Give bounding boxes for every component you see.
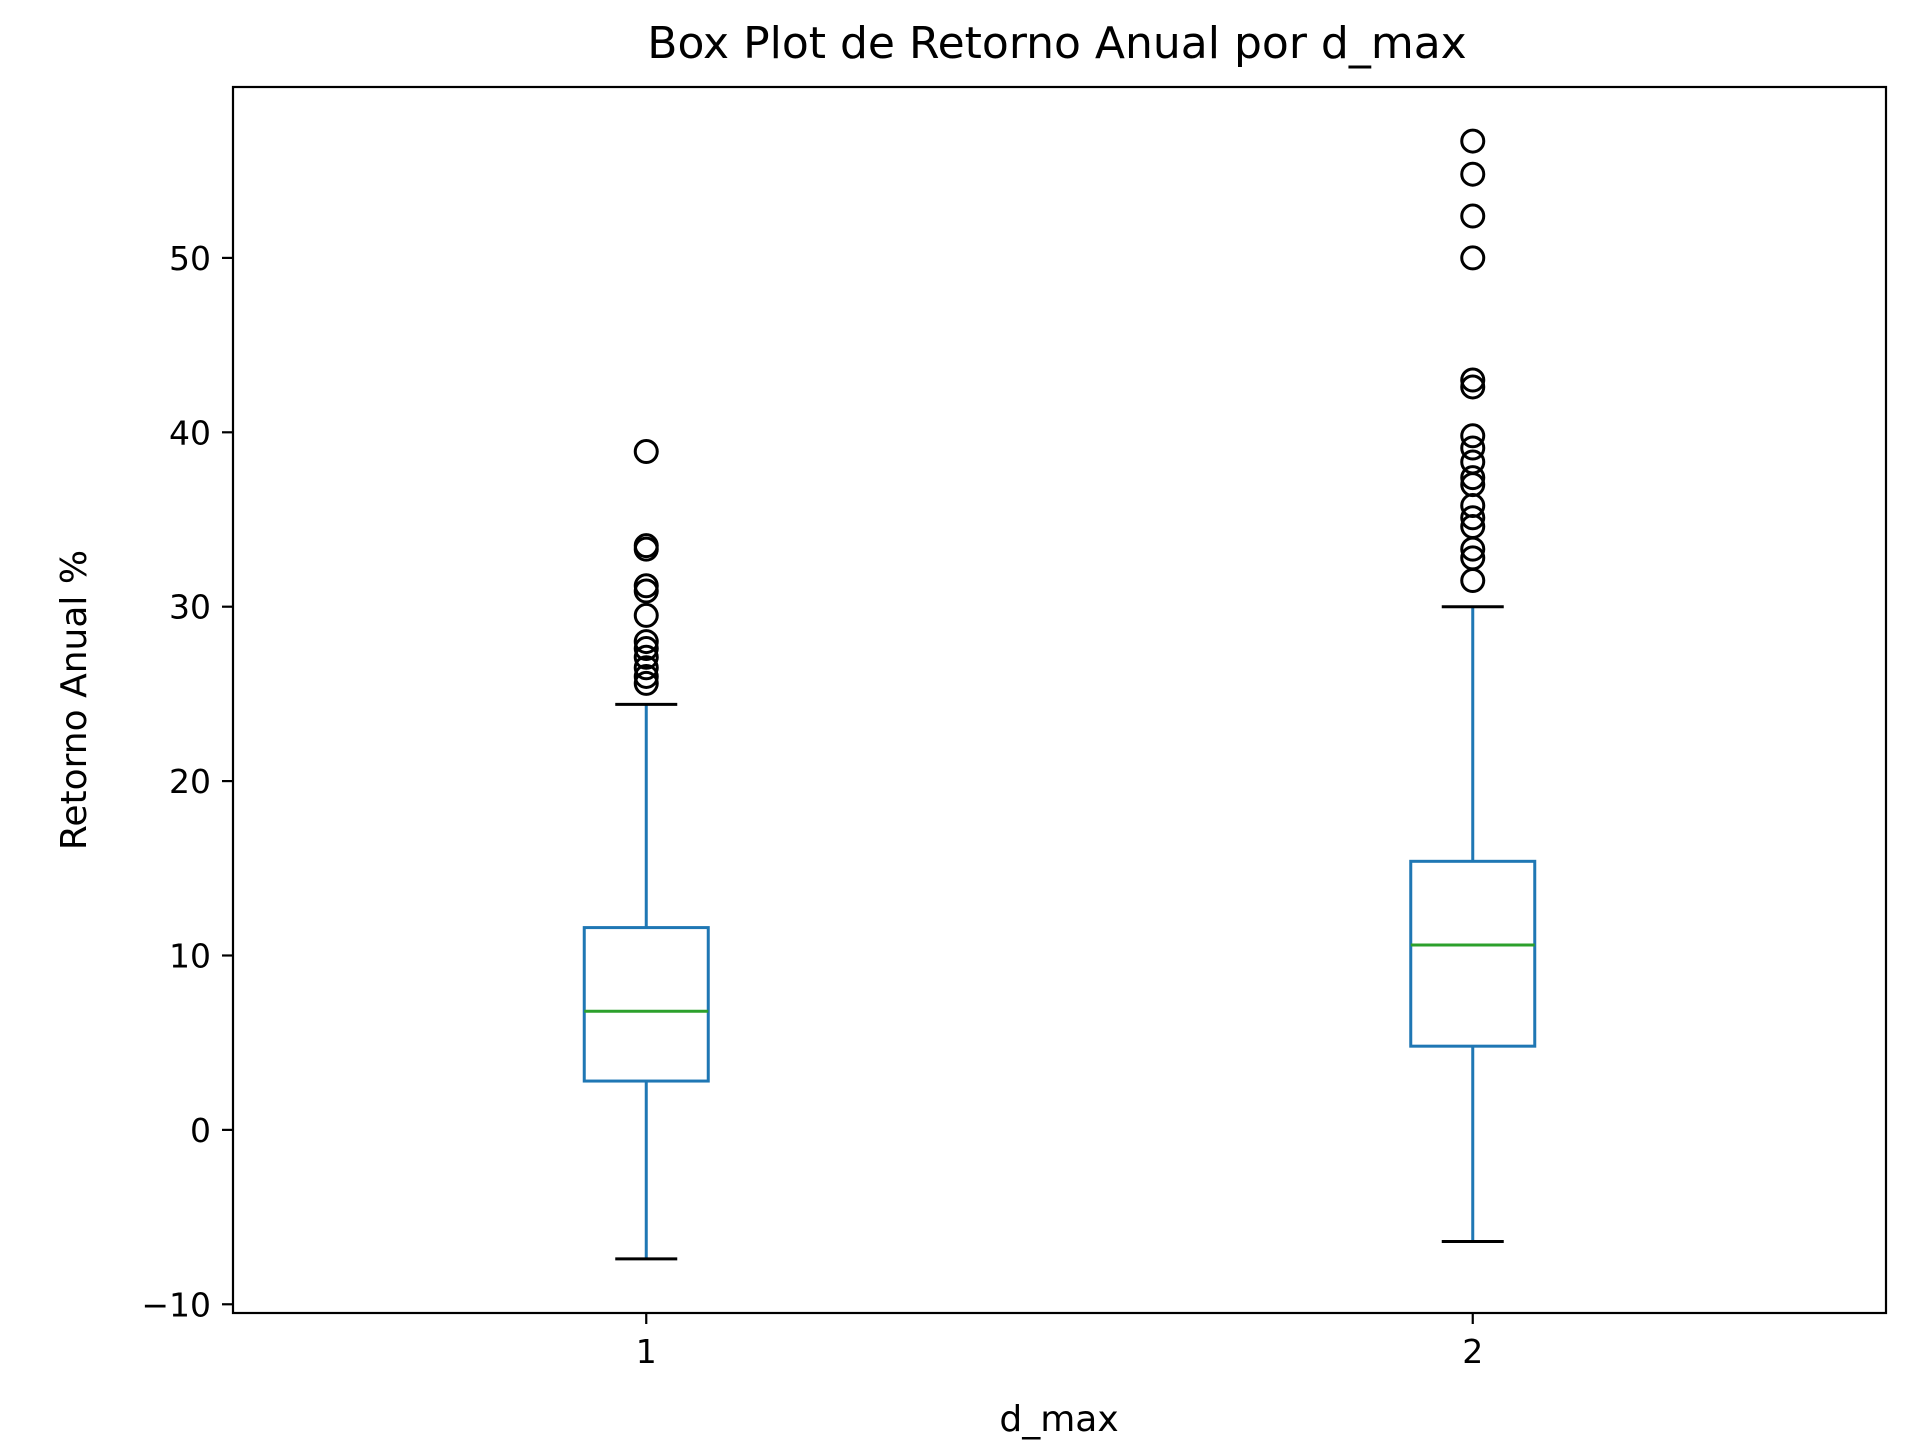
- y-tick-label: −10: [141, 1285, 211, 1324]
- outlier-point: [1460, 449, 1486, 475]
- y-tick-label: 0: [190, 1111, 211, 1150]
- outlier-point: [1460, 203, 1486, 229]
- y-tick-label: 30: [169, 588, 211, 627]
- outlier-point: [1460, 505, 1486, 531]
- outlier-point: [1460, 545, 1486, 571]
- plot-area: [582, 128, 1537, 1261]
- outlier-point: [1460, 465, 1486, 491]
- outlier-point: [633, 602, 659, 628]
- chart-title: Box Plot de Retorno Anual por d_max: [647, 18, 1466, 69]
- outlier-point: [633, 644, 659, 670]
- outlier-point: [633, 629, 659, 655]
- y-tick-label: 20: [169, 762, 211, 801]
- outlier-point: [1460, 245, 1486, 271]
- x-tick-label: 2: [1462, 1332, 1483, 1371]
- y-tick-label: 10: [169, 936, 211, 975]
- x-axis-label: d_max: [999, 1399, 1118, 1440]
- outlier-point: [633, 655, 659, 681]
- outlier-point: [633, 670, 659, 696]
- outlier-point: [1460, 128, 1486, 154]
- outlier-point: [633, 663, 659, 689]
- y-tick-label: 40: [169, 413, 211, 452]
- y-tick-label: 50: [169, 239, 211, 278]
- outlier-point: [633, 636, 659, 662]
- y-axis: −10 0 10 20 30 40 50: [141, 239, 233, 1324]
- y-axis-label: Retorno Anual %: [54, 550, 95, 850]
- iqr-box: [582, 926, 710, 1083]
- outlier-point: [1460, 435, 1486, 461]
- axes-frame: [231, 85, 1888, 1315]
- outlier-point: [633, 438, 659, 464]
- box-group-1: [582, 438, 710, 1261]
- iqr-box: [1409, 859, 1537, 1048]
- x-tick-label: 1: [636, 1332, 657, 1371]
- outlier-point: [1460, 367, 1486, 393]
- outlier-point: [1460, 161, 1486, 187]
- box-group-2: [1409, 128, 1537, 1243]
- outlier-point: [1460, 374, 1486, 400]
- outlier-point: [633, 573, 659, 599]
- outlier-point: [633, 533, 659, 559]
- outlier-point: [1460, 423, 1486, 449]
